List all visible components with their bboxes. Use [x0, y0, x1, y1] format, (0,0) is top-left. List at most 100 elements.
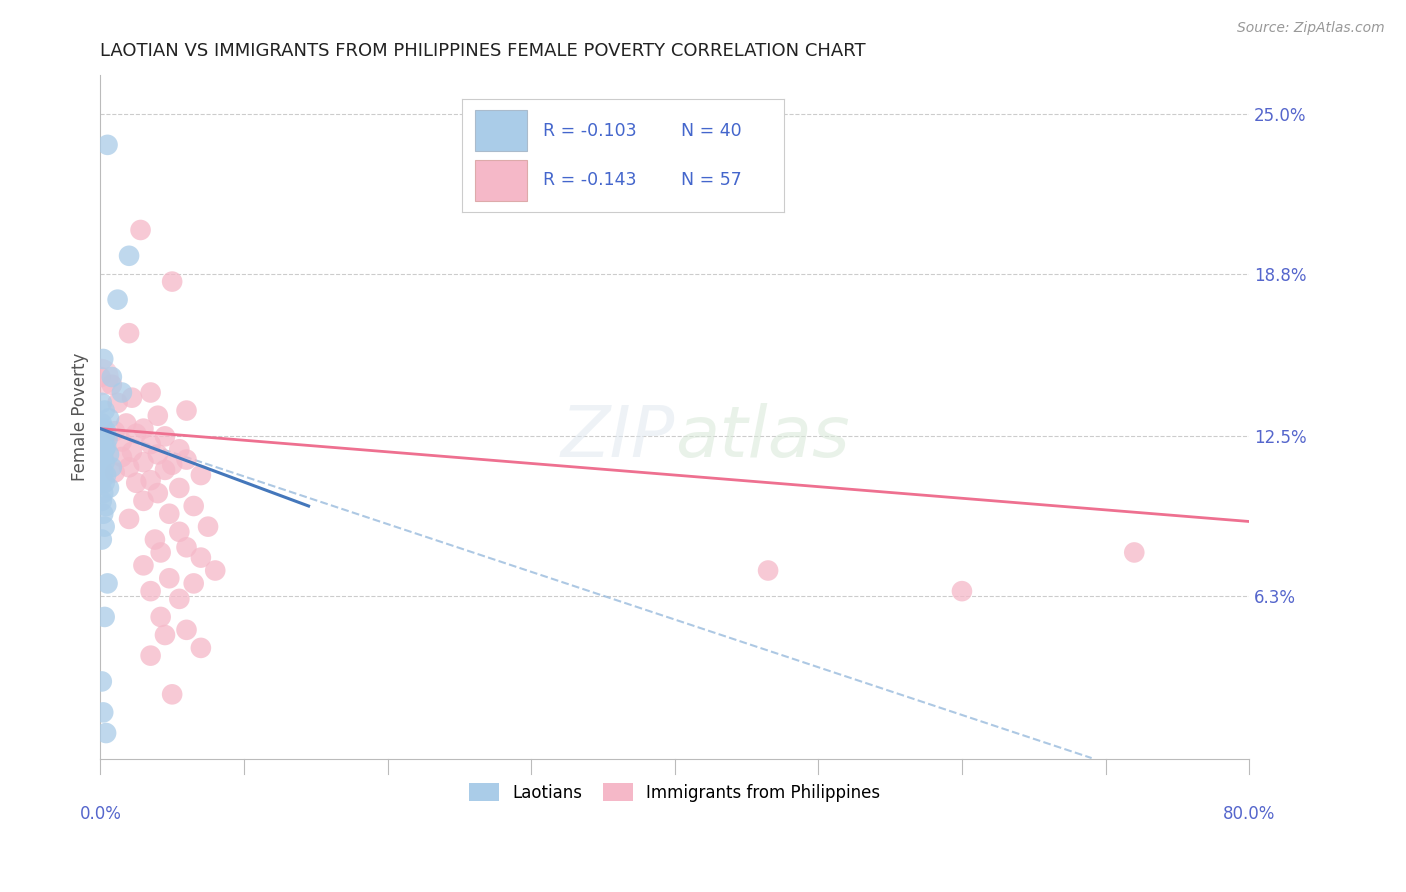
Point [93, 429, 115, 443]
Point [118, 249, 141, 263]
Point [93, 519, 115, 533]
Point [204, 564, 226, 578]
Point [104, 424, 127, 438]
Point [149, 610, 172, 624]
Point [132, 455, 155, 469]
Point [96, 576, 118, 591]
Point [91, 422, 114, 436]
Point [169, 591, 191, 606]
Point [91, 486, 114, 500]
Point [129, 223, 152, 237]
Point [91, 450, 114, 464]
Point [96, 137, 118, 152]
Point [190, 468, 212, 483]
Point [169, 481, 191, 495]
Point [98, 447, 121, 461]
Point [176, 452, 198, 467]
Point [132, 558, 155, 573]
Point [91, 466, 114, 480]
Point [160, 458, 183, 472]
Point [146, 447, 169, 461]
Point [146, 486, 169, 500]
Text: LAOTIAN VS IMMIGRANTS FROM PHILIPPINES FEMALE POVERTY CORRELATION CHART: LAOTIAN VS IMMIGRANTS FROM PHILIPPINES F… [100, 42, 866, 60]
Point [90, 426, 112, 441]
Point [98, 411, 121, 425]
Point [118, 512, 141, 526]
Point [98, 481, 121, 495]
Point [90, 533, 112, 547]
Point [139, 385, 162, 400]
Point [169, 524, 191, 539]
Point [160, 687, 183, 701]
Point [93, 610, 115, 624]
Point [94, 726, 117, 740]
Point [94, 468, 117, 483]
Point [90, 674, 112, 689]
Text: 80.0%: 80.0% [1223, 805, 1275, 823]
Point [169, 442, 191, 457]
Point [107, 396, 129, 410]
Point [93, 442, 115, 457]
Point [111, 434, 134, 449]
Point [190, 640, 212, 655]
Point [143, 533, 166, 547]
Point [118, 326, 141, 341]
Point [90, 452, 112, 467]
Point [89, 370, 111, 384]
Point [132, 422, 155, 436]
Text: 0.0%: 0.0% [79, 805, 121, 823]
Point [111, 450, 134, 464]
Point [94, 424, 117, 438]
Point [176, 541, 198, 555]
Point [94, 499, 117, 513]
Text: Source: ZipAtlas.com: Source: ZipAtlas.com [1237, 21, 1385, 35]
Point [121, 445, 143, 459]
Point [756, 564, 779, 578]
Text: atlas: atlas [675, 403, 849, 472]
Point [101, 460, 124, 475]
Point [157, 507, 180, 521]
Point [153, 628, 176, 642]
Point [157, 571, 180, 585]
Point [93, 403, 115, 417]
Point [183, 499, 205, 513]
Y-axis label: Female Poverty: Female Poverty [72, 353, 89, 481]
Point [90, 437, 112, 451]
Point [950, 584, 973, 599]
Point [153, 429, 176, 443]
Point [132, 493, 155, 508]
Point [101, 377, 124, 392]
Point [183, 576, 205, 591]
Point [125, 475, 148, 490]
Point [118, 460, 141, 475]
Point [91, 351, 114, 366]
Point [107, 293, 129, 307]
Point [93, 455, 115, 469]
Point [125, 426, 148, 441]
Point [139, 473, 162, 487]
Point [197, 519, 219, 533]
Point [176, 403, 198, 417]
Text: ZIP: ZIP [561, 403, 675, 472]
Legend: Laotians, Immigrants from Philippines: Laotians, Immigrants from Philippines [463, 777, 887, 809]
Point [111, 385, 134, 400]
Point [90, 396, 112, 410]
Point [153, 463, 176, 477]
Point [1123, 545, 1146, 559]
Point [101, 370, 124, 384]
Point [93, 475, 115, 490]
Point [121, 391, 143, 405]
Point [190, 550, 212, 565]
Point [146, 409, 169, 423]
Point [94, 440, 117, 454]
Point [89, 370, 111, 384]
Point [96, 432, 118, 446]
Point [90, 417, 112, 431]
Point [91, 434, 114, 449]
Point [90, 473, 112, 487]
Point [176, 623, 198, 637]
Point [139, 584, 162, 599]
Point [104, 466, 127, 480]
Point [139, 437, 162, 451]
Point [90, 493, 112, 508]
